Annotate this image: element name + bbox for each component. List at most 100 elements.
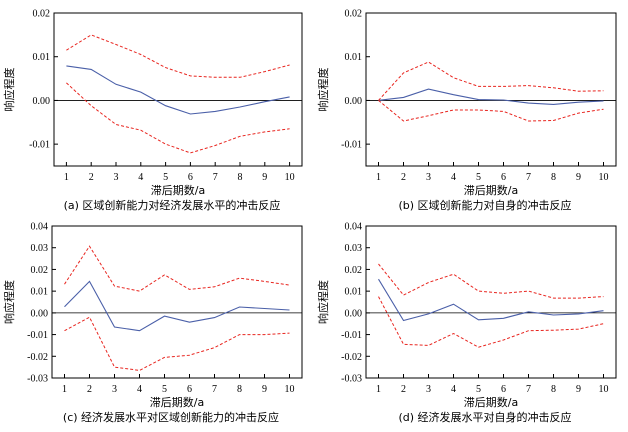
series-line-response (378, 88, 604, 105)
x-tick-label: 1 (62, 384, 67, 395)
x-tick-label: 6 (188, 172, 193, 183)
y-tick-label: 0.04 (31, 222, 49, 233)
x-tick-label: 7 (526, 384, 531, 395)
chart-c: -0.03 -0.02 -0.01 0.00 0.01 0.02 0.03 0.04 1 2 3 4 5… (2, 222, 303, 424)
x-tick-label: 1 (64, 172, 69, 183)
x-tick-label: 8 (237, 384, 242, 395)
series-line-lower-bound (64, 316, 290, 371)
y-tick-label: 0.01 (33, 52, 51, 63)
x-tick-label: 10 (599, 384, 609, 395)
x-tick-label: 2 (87, 384, 92, 395)
plot-frame (365, 225, 617, 379)
x-tick-label: 5 (476, 172, 481, 183)
x-tick-label: 10 (599, 172, 609, 183)
x-tick-label: 6 (501, 384, 506, 395)
y-tick-label: -0.03 (27, 374, 48, 385)
x-tick-label: 8 (238, 172, 243, 183)
series-line-upper-bound (378, 263, 604, 299)
y-tick-label: -0.01 (27, 330, 48, 341)
y-tick-label: 0.02 (345, 265, 363, 276)
x-tick-label: 9 (262, 172, 267, 183)
y-tick-label: 0.01 (31, 287, 49, 298)
x-tick-label: 4 (137, 384, 142, 395)
series-line-lower-bound (66, 82, 290, 154)
series-line-lower-bound (378, 100, 604, 122)
x-tick-label: 3 (112, 384, 117, 395)
x-tick-label: 5 (162, 384, 167, 395)
plot-frame (51, 225, 303, 379)
chart-a: -0.01 0.00 0.01 0.02 1 2 3 4 5 6 7 8 9 10 响应程度滞后期数/a(a… (2, 9, 303, 212)
panel-caption: (a) 区域创新能力对经济发展水平的冲击反应 (64, 198, 281, 212)
x-tick-label: 5 (163, 172, 168, 183)
y-tick-label: 0.03 (345, 243, 363, 254)
y-tick-label: 0.00 (345, 96, 363, 107)
panel-caption: (d) 经济发展水平对自身的冲击反应 (398, 410, 571, 424)
x-axis-label: 滞后期数/a (150, 396, 204, 409)
chart-b: -0.01 0.00 0.01 0.02 1 2 3 4 5 6 7 8 9 10 响应程度滞后期数/a(b… (316, 9, 617, 212)
x-tick-label: 1 (376, 172, 381, 183)
y-tick-label: 0.02 (33, 9, 51, 20)
plot-frame (53, 12, 303, 167)
series-line-upper-bound (66, 34, 290, 78)
x-axis-label: 滞后期数/a (464, 184, 518, 197)
y-tick-label: 0.00 (345, 308, 363, 319)
x-tick-label: 2 (401, 384, 406, 395)
x-tick-label: 8 (551, 384, 556, 395)
x-tick-label: 2 (89, 172, 94, 183)
x-tick-label: 6 (187, 384, 192, 395)
y-tick-label: 0.00 (31, 308, 49, 319)
x-axis-label: 滞后期数/a (151, 184, 205, 197)
x-tick-label: 4 (451, 384, 456, 395)
x-tick-label: 7 (213, 172, 218, 183)
y-tick-label: -0.02 (341, 352, 362, 363)
y-tick-label: 0.00 (33, 96, 51, 107)
y-axis-label: 响应程度 (2, 68, 16, 112)
y-tick-label: -0.01 (341, 330, 362, 341)
y-tick-label: -0.01 (341, 140, 362, 151)
plot-frame (365, 12, 617, 167)
y-axis-label: 响应程度 (2, 280, 16, 324)
series-line-upper-bound (64, 245, 290, 292)
x-tick-label: 4 (138, 172, 143, 183)
y-tick-label: -0.01 (29, 140, 50, 151)
panel-c: -0.03 -0.02 -0.01 0.00 0.01 0.02 0.03 0.04 1 2 3 4 5… (0, 216, 314, 432)
x-tick-label: 8 (551, 172, 556, 183)
series-line-lower-bound (378, 296, 604, 348)
x-tick-label: 5 (476, 384, 481, 395)
x-tick-label: 9 (262, 384, 267, 395)
y-tick-label: 0.02 (31, 265, 49, 276)
x-tick-label: 9 (576, 172, 581, 183)
x-axis-label: 滞后期数/a (464, 396, 518, 409)
x-tick-label: 10 (285, 384, 295, 395)
panel-caption: (c) 经济发展水平对区域创新能力的冲击反应 (63, 410, 279, 424)
x-tick-label: 3 (114, 172, 119, 183)
y-tick-label: -0.02 (27, 352, 48, 363)
x-tick-label: 4 (451, 172, 456, 183)
y-tick-label: 0.04 (345, 222, 363, 233)
series-line-response (66, 65, 290, 115)
x-tick-label: 3 (426, 384, 431, 395)
panel-b: -0.01 0.00 0.01 0.02 1 2 3 4 5 6 7 8 9 10 响应程度滞后期数/a (b… (314, 0, 628, 216)
panel-caption: (b) 区域创新能力对自身的冲击反应 (398, 198, 571, 212)
y-axis-label: 响应程度 (316, 68, 330, 112)
y-axis-label: 响应程度 (316, 280, 330, 324)
x-tick-label: 7 (526, 172, 531, 183)
y-tick-label: 0.03 (31, 243, 49, 254)
x-tick-label: 7 (212, 384, 217, 395)
x-tick-label: 10 (285, 172, 295, 183)
x-tick-label: 2 (401, 172, 406, 183)
y-tick-label: -0.03 (341, 374, 362, 385)
x-tick-label: 6 (501, 172, 506, 183)
series-line-upper-bound (378, 61, 604, 101)
y-tick-label: 0.01 (345, 52, 363, 63)
y-tick-label: 0.02 (345, 9, 363, 20)
y-tick-label: 0.01 (345, 287, 363, 298)
x-tick-label: 1 (376, 384, 381, 395)
chart-d: -0.03 -0.02 -0.01 0.00 0.01 0.02 0.03 0.04 1 2 3 4 5… (316, 222, 617, 424)
series-line-response (64, 280, 290, 332)
x-tick-label: 3 (426, 172, 431, 183)
panel-d: -0.03 -0.02 -0.01 0.00 0.01 0.02 0.03 0.04 1 2 3 4 5… (314, 216, 628, 432)
x-tick-label: 9 (576, 384, 581, 395)
series-line-response (378, 278, 604, 322)
panel-a: -0.01 0.00 0.01 0.02 1 2 3 4 5 6 7 8 9 10 响应程度滞后期数/a (a… (0, 0, 314, 216)
